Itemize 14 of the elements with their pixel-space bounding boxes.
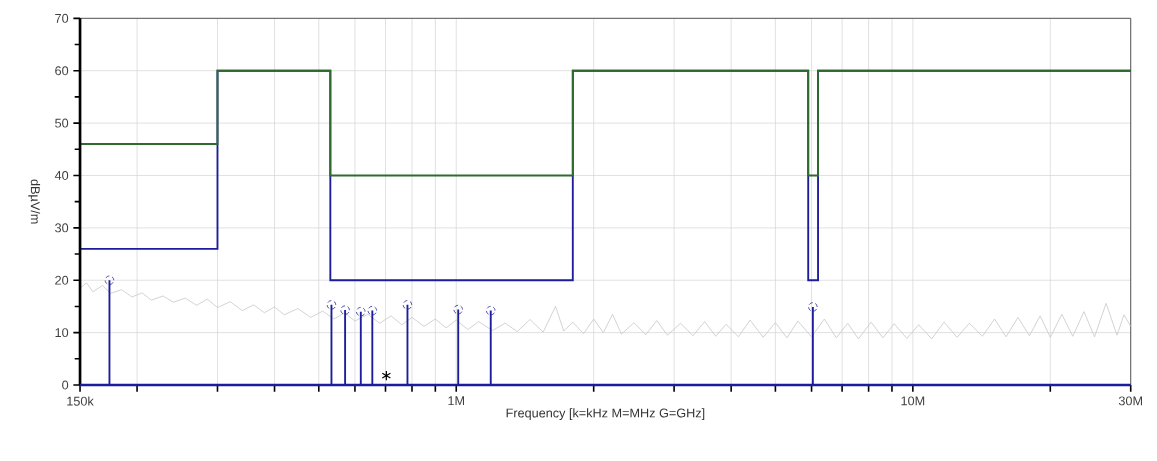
y-tick-label: 30 (55, 223, 69, 233)
y-tick-label: 50 (55, 118, 69, 128)
y-tick-label: 0 (62, 380, 69, 390)
y-tick-label: 70 (55, 13, 69, 23)
y-tick-label: 10 (55, 328, 69, 338)
y-tick-label: 60 (55, 66, 69, 76)
y-tick-label: 40 (54, 170, 69, 180)
y-axis-title: dBµV/m (28, 179, 41, 224)
x-tick-label: 1M (448, 396, 464, 406)
x-tick-label: 150k (67, 396, 94, 406)
x-tick-label: 30M (1118, 396, 1142, 406)
x-tick-label: 10M (901, 396, 925, 406)
y-tick-label: 20 (55, 275, 69, 285)
x-axis-title: Frequency [k=kHz M=MHz G=GHz] (506, 408, 705, 420)
